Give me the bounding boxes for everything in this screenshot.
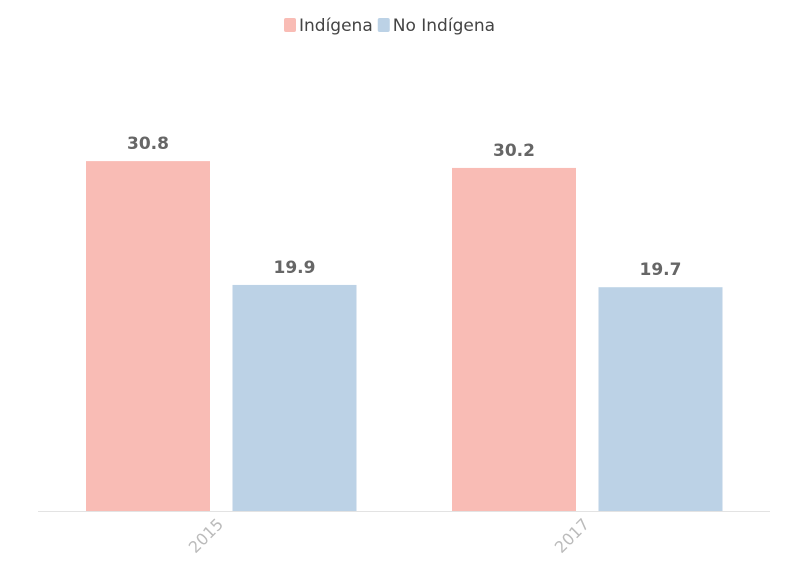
value-label: 19.7 [640,260,682,280]
legend-swatch [284,18,296,32]
legend-label: No Indígena [393,16,495,36]
x-tick-label: 2017 [551,515,593,557]
value-label: 30.2 [493,141,535,161]
legend-label: Indígena [299,16,373,36]
value-label: 30.8 [127,134,169,154]
bar [232,284,357,511]
bar [598,287,723,511]
legend-swatch [377,18,390,32]
legend: Indígena No Indígena [284,16,495,36]
bar [86,161,210,511]
x-tick-label: 2015 [185,515,227,557]
value-label: 19.9 [274,258,316,278]
bar [452,167,576,512]
